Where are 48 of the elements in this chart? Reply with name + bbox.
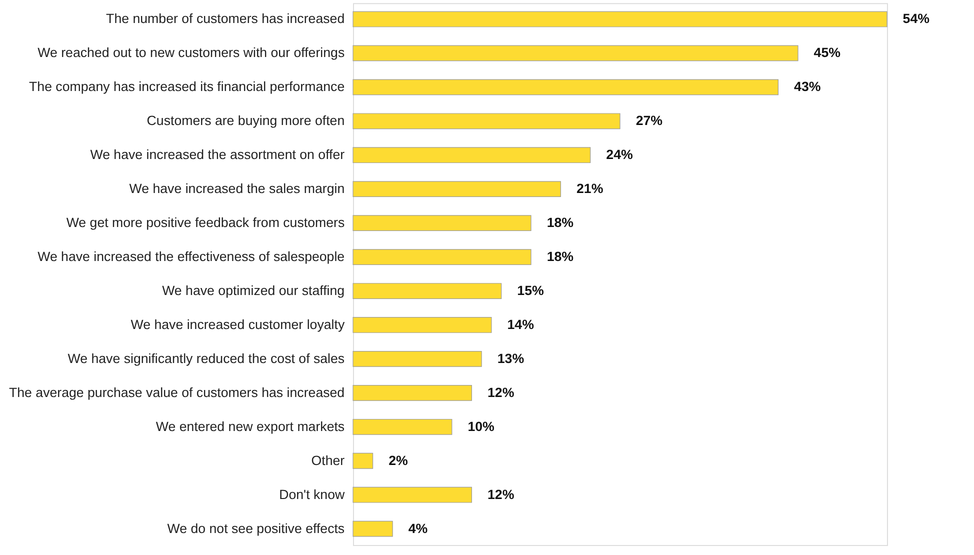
data-label: 18% (546, 248, 574, 264)
y-tick-label: The average purchase value of customers has increased (8, 384, 345, 400)
data-label: 24% (606, 147, 633, 162)
y-tick-label: We have significantly reduced the cost of sales (68, 350, 345, 366)
bar (352, 79, 779, 96)
data-label: 43% (794, 79, 821, 94)
data-label: 10% (468, 418, 495, 434)
y-tick-label: Other (311, 452, 346, 468)
y-tick-label: We have increased the sales margin (129, 181, 345, 196)
data-label: 4% (408, 520, 428, 536)
y-tick-label: We reached out to new customers with our offerings (38, 45, 345, 60)
y-tick-label: The company has increased its financial performance (29, 79, 345, 94)
bar (352, 452, 374, 469)
data-label: 21% (576, 181, 604, 196)
y-tick-label: We have increased the effectiveness of salespeople (38, 248, 345, 264)
data-label: 18% (546, 215, 574, 230)
y-tick-label: Customers are buying more often (146, 113, 345, 128)
y-tick-label: We have increased customer loyalty (130, 316, 345, 332)
y-tick-label: We do not see positive effects (167, 520, 345, 536)
bar (352, 486, 472, 503)
y-tick-label: Don't know (279, 486, 345, 502)
data-label: 27% (636, 113, 663, 128)
bar (352, 147, 591, 164)
data-label: 2% (388, 452, 408, 468)
bar (352, 351, 482, 367)
data-label: 13% (497, 350, 524, 366)
bar (352, 113, 620, 130)
bar (352, 45, 798, 62)
data-label: 14% (507, 316, 534, 332)
y-tick-label: The number of customers has increased (106, 11, 345, 26)
data-label: 15% (517, 282, 544, 298)
bar (352, 418, 452, 435)
data-label: 12% (487, 486, 514, 502)
y-tick-label: We have increased the assortment on offer (90, 147, 346, 162)
y-tick-label: We entered new export markets (156, 418, 345, 434)
bar (352, 215, 532, 232)
bar (352, 181, 561, 198)
data-label: 45% (814, 45, 841, 60)
bar (352, 283, 502, 299)
bar (352, 249, 532, 265)
bar (352, 317, 492, 333)
data-label: 54% (902, 11, 930, 26)
y-tick-label: We get more positive feedback from customers (66, 215, 345, 230)
y-tick-label: We have optimized our staffing (162, 282, 345, 298)
bar (352, 384, 472, 401)
bar (352, 11, 888, 28)
data-label: 12% (487, 384, 514, 400)
bar (352, 520, 393, 537)
